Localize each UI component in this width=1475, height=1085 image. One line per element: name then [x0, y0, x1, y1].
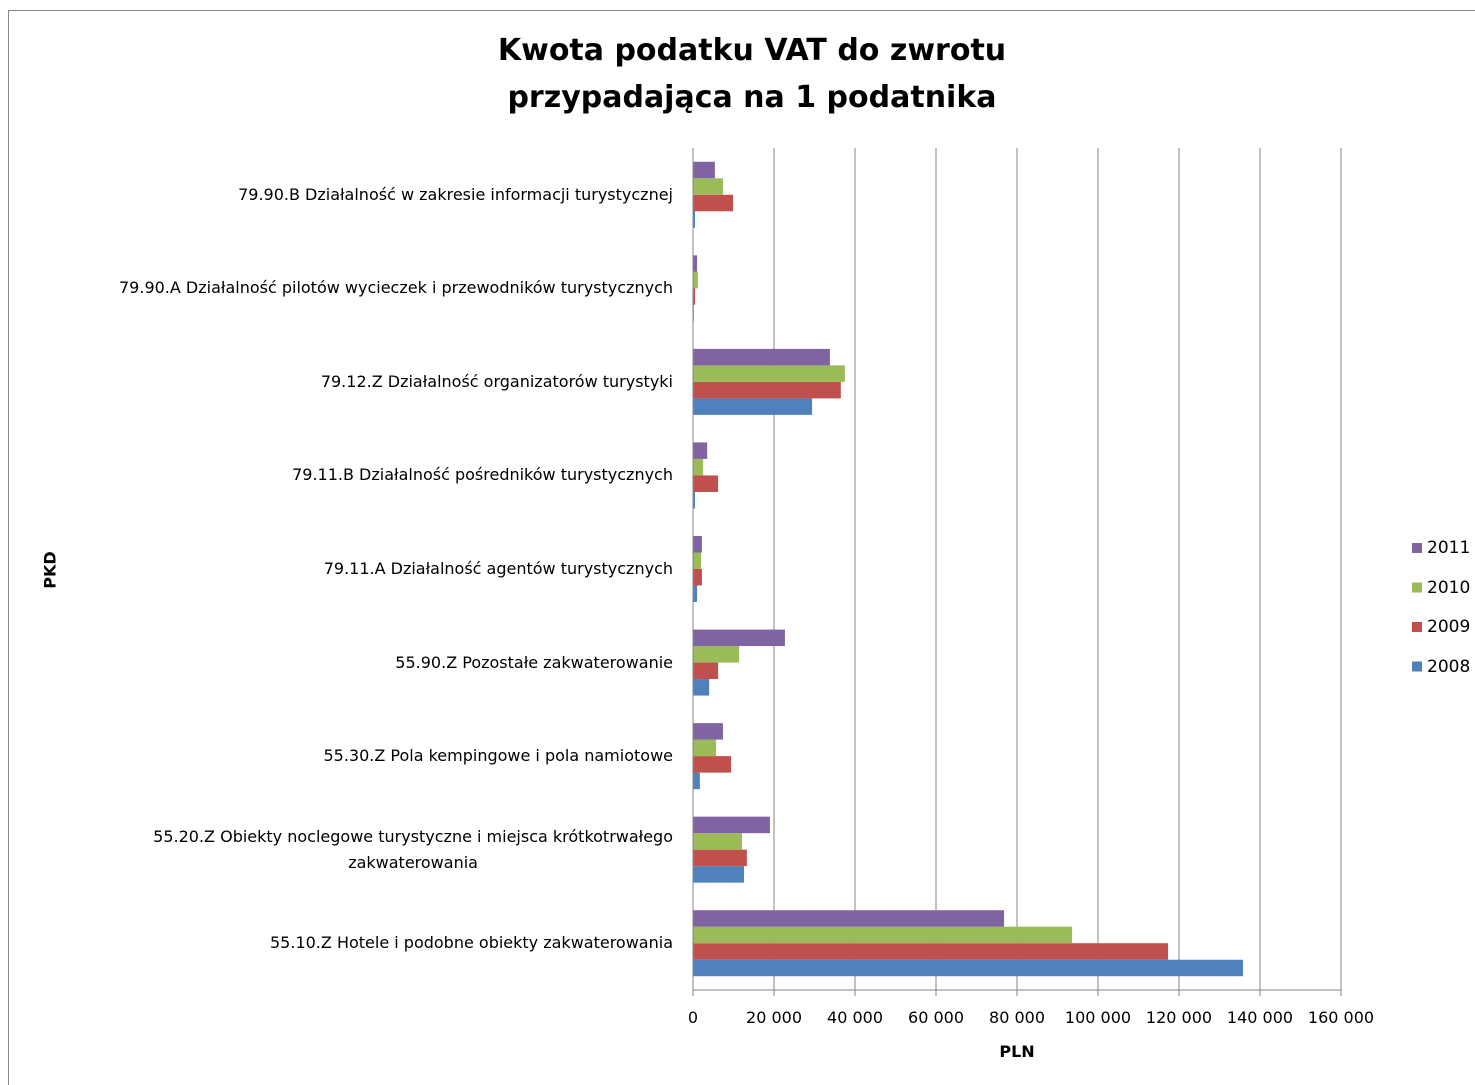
- x-tick-label: 120 000: [1145, 1008, 1213, 1027]
- y-axis-label: PKD: [40, 551, 60, 589]
- bar: [693, 398, 813, 415]
- legend-swatch: [1412, 582, 1422, 593]
- bar: [693, 271, 698, 289]
- y-tick-label: 55.30.Z Pola kempingowe i pola namiotowe: [323, 746, 673, 766]
- chart-title: Kwota podatku VAT do zwrotu przypadająca…: [497, 33, 1007, 115]
- legend-swatch: [1412, 622, 1422, 632]
- bar: [693, 194, 734, 212]
- bar: [693, 910, 1005, 927]
- bar: [693, 816, 770, 834]
- x-tick-label: 160 000: [1307, 1008, 1375, 1027]
- bar: [693, 585, 698, 602]
- bar: [693, 739, 717, 757]
- bar: [693, 926, 1073, 944]
- bar: [693, 723, 723, 740]
- legend-label: 2010: [1427, 577, 1471, 598]
- y-tick-label: 55.10.Z Hotele i podobne obiekty zakwate…: [270, 933, 673, 953]
- bar: [693, 552, 702, 569]
- y-tick-label: 55.20.Z Obiekty noclegowe turystyczne i …: [153, 826, 673, 872]
- bar: [693, 772, 700, 790]
- bar: [693, 943, 1169, 960]
- bar: [693, 365, 845, 382]
- chart-border: [8, 10, 1475, 1085]
- bar: [693, 442, 708, 459]
- x-tick-label: 0: [687, 1008, 699, 1027]
- bar: [693, 756, 732, 773]
- x-tick-label: 40 000: [827, 1008, 883, 1027]
- bar: [693, 348, 830, 366]
- legend-swatch: [1412, 543, 1422, 553]
- y-tick-label: 79.12.Z Działalność organizatorów turyst…: [320, 371, 673, 391]
- bar: [693, 569, 702, 586]
- y-tick-label: 79.11.A Działalność agentów turystycznyc…: [323, 559, 673, 578]
- bar: [693, 662, 719, 680]
- bar: [693, 849, 747, 867]
- bar: [693, 491, 696, 509]
- x-tick-label: 20 000: [746, 1008, 802, 1027]
- y-tick-label: 55.90.Z Pozostałe zakwaterowanie: [395, 652, 673, 672]
- bar: [693, 536, 702, 553]
- bar: [693, 959, 1243, 977]
- legend-swatch: [1412, 661, 1422, 672]
- bar: [693, 288, 696, 305]
- bar: [693, 475, 719, 492]
- x-tick-label: 140 000: [1226, 1008, 1294, 1027]
- bar: [693, 629, 785, 647]
- bar: [693, 381, 841, 399]
- bar: [693, 458, 704, 476]
- x-tick-label: 80 000: [989, 1008, 1045, 1027]
- legend-label: 2011: [1427, 538, 1471, 558]
- legend-label: 2009: [1427, 617, 1471, 637]
- legend-label: 2008: [1427, 656, 1471, 677]
- bar: [693, 211, 696, 228]
- y-tick-label: 79.90.B Działalność w zakresie informacj…: [238, 184, 673, 204]
- bar: [693, 161, 715, 179]
- bar: [693, 679, 710, 696]
- y-tick-label: 79.90.A Działalność pilotów wycieczek i …: [119, 278, 673, 298]
- y-tick-label: 79.11.B Działalność pośredników turystyc…: [292, 465, 673, 485]
- bar: [693, 833, 743, 850]
- x-tick-label: 60 000: [908, 1008, 964, 1027]
- x-axis-label: PLN: [999, 1042, 1035, 1061]
- bar: [693, 255, 698, 272]
- x-tick-label: 100 000: [1064, 1008, 1132, 1027]
- bar: [693, 866, 745, 883]
- bar: [693, 178, 723, 195]
- bar: [693, 646, 740, 663]
